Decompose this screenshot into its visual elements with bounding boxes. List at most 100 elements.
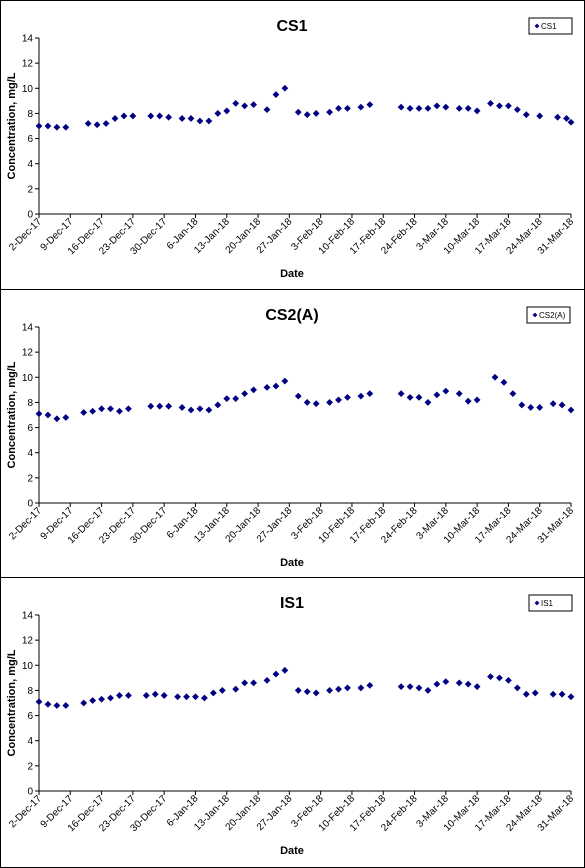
chart-cs2a-y-tick-label: 10 [22, 373, 34, 384]
chart-cs2a-data-point [558, 401, 566, 409]
chart-cs2a-data-point [357, 392, 365, 400]
chart-cs1-y-tick-label: 2 [27, 184, 33, 195]
chart-cs1-data-point [93, 121, 101, 129]
chart-cs2a-legend [526, 306, 571, 324]
chart-cs2a-y-tick-label: 14 [22, 323, 34, 334]
chart-cs1-data-point [263, 106, 271, 114]
chart-is1-data-point [192, 693, 199, 701]
chart-is1-data-point [531, 689, 539, 697]
chart-cs1-data-point [111, 115, 119, 122]
chart-cs2a-data-point [567, 406, 575, 414]
chart-panel-cs1: CS1 0 2 4 6 8 10 12 14 2-Dec-17 9-Dec-17 16-Dec-17 2… [0, 0, 585, 290]
chart-cs2a-data-point [406, 394, 414, 401]
chart-cs2a-data-point [156, 402, 164, 410]
chart-cs2a-data-point [415, 394, 423, 401]
chart-cs2a-data-point [178, 404, 186, 411]
chart-cs1-legend-label: CS1 [541, 22, 557, 31]
chart-cs2a-data-point [80, 409, 88, 416]
chart-cs1-data-point [187, 115, 195, 122]
chart-cs1-title: CS1 [276, 18, 307, 35]
chart-is1-data-point [505, 676, 512, 684]
chart-cs1-data-point [433, 102, 441, 110]
chart-cs2a-legend-label: CS2(A) [539, 311, 566, 320]
chart-is1-data-point [174, 693, 181, 701]
chart-panel-is1: IS1 0 2 4 6 8 10 12 14 2-Dec-17 9-Dec-17 16-Dec-17 2… [0, 577, 585, 868]
chart-cs2a-data-point [464, 397, 472, 405]
chart-is1-data-point [433, 680, 441, 688]
chart-is1-data-point [98, 695, 105, 703]
chart-is1-data-point [281, 666, 289, 674]
chart-is1-y-tick-label: 6 [27, 711, 33, 722]
chart-cs1-data-point [487, 99, 494, 107]
chart-cs2a-data-point [500, 378, 508, 386]
chart-cs1-data-point [312, 110, 320, 117]
chart-is1-data-point [522, 690, 530, 698]
chart-cs2a-y-tick-label: 8 [27, 398, 33, 409]
chart-cs2a-data-point [272, 382, 280, 390]
chart-is1-y-tick-label: 8 [27, 686, 33, 697]
chart-cs2a-data-point [344, 394, 351, 401]
chart-is1-data-point [125, 692, 132, 699]
chart-is1-data-point [464, 680, 472, 688]
chart-cs1-data-point [165, 113, 173, 121]
chart-is1-data-point [107, 694, 114, 702]
chart-cs1-data-point [303, 111, 311, 119]
chart-cs1-data-point [357, 103, 365, 111]
chart-cs2a-data-point [303, 399, 311, 406]
chart-cs1-data-point [442, 103, 450, 111]
chart-cs1-data-point [366, 101, 374, 109]
chart-cs1-data-point [281, 84, 289, 92]
chart-cs2a-data-point [518, 401, 526, 409]
chart-is1-data-point [44, 700, 52, 708]
chart-cs1-data-point [424, 105, 432, 112]
chart-cs2a-x-axis-title: Date [280, 557, 304, 569]
chart-cs2a-y-tick-label: 12 [22, 348, 34, 359]
chart-is1-data-point [272, 670, 280, 678]
chart-cs2a-y-tick-label: 2 [27, 473, 33, 484]
chart-cs1-data-point [120, 112, 128, 120]
chart-cs2a-title: CS2(A) [265, 307, 318, 324]
chart-is1-x-tick-label: 2-Dec-17 [7, 793, 44, 830]
chart-cs2a-data-point [223, 395, 231, 403]
chart-cs2a-data-point [294, 392, 302, 400]
chart-is1-data-point [183, 693, 190, 701]
chart-cs1-data-point [335, 105, 342, 112]
chart-is1-data-point [415, 684, 423, 692]
chart-cs1-x-axis-title: Date [280, 268, 304, 280]
chart-svg-is1: IS1024681012142-Dec-179-Dec-1716-Dec-172… [6, 594, 576, 857]
chart-cs1-data-point [455, 105, 463, 112]
chart-cs1-data-point [464, 105, 472, 112]
chart-is1-data-point [326, 687, 333, 694]
chart-cs2a-data-point [397, 390, 405, 398]
chart-cs1-data-point [223, 107, 231, 115]
chart-cs1-data-point [272, 91, 280, 98]
chart-cs1-legend-marker [534, 23, 540, 29]
chart-cs2a-data-point [281, 377, 289, 385]
chart-is1-y-tick-label: 14 [22, 611, 34, 622]
chart-cs2a-data-point [62, 414, 70, 421]
chart-is1-data-point [250, 679, 257, 687]
chart-is1-x-axis-title: Date [280, 845, 304, 857]
chart-is1-data-point [487, 673, 494, 680]
chart-is1-data-point [344, 684, 351, 692]
chart-cs1-data-point [513, 106, 521, 114]
chart-is1-data-point [496, 674, 503, 682]
chart-svg-cs2a: CS2(A)024681012142-Dec-179-Dec-1716-Dec-… [6, 306, 576, 569]
chart-is1-y-tick-label: 0 [27, 787, 33, 798]
chart-cs2a-data-point [44, 411, 52, 419]
chart-cs1-data-point [241, 102, 249, 110]
chart-cs1-data-point [205, 117, 213, 125]
chart-is1-data-point [294, 687, 302, 694]
chart-is1-data-point [442, 678, 450, 686]
chart-cs1-data-point [156, 112, 164, 120]
chart-is1-legend-label: IS1 [541, 599, 554, 608]
chart-cs2a-data-point [491, 373, 499, 381]
chart-is1-title: IS1 [280, 595, 304, 612]
chart-cs1-data-point [344, 105, 351, 112]
chart-cs1-data-point [473, 107, 481, 115]
chart-cs1-data-point [554, 113, 561, 121]
chart-cs2a-data-point [241, 390, 249, 398]
chart-cs2a-data-point [366, 390, 374, 398]
chart-cs1-data-point [44, 122, 52, 130]
chart-cs1-legend [528, 17, 573, 35]
